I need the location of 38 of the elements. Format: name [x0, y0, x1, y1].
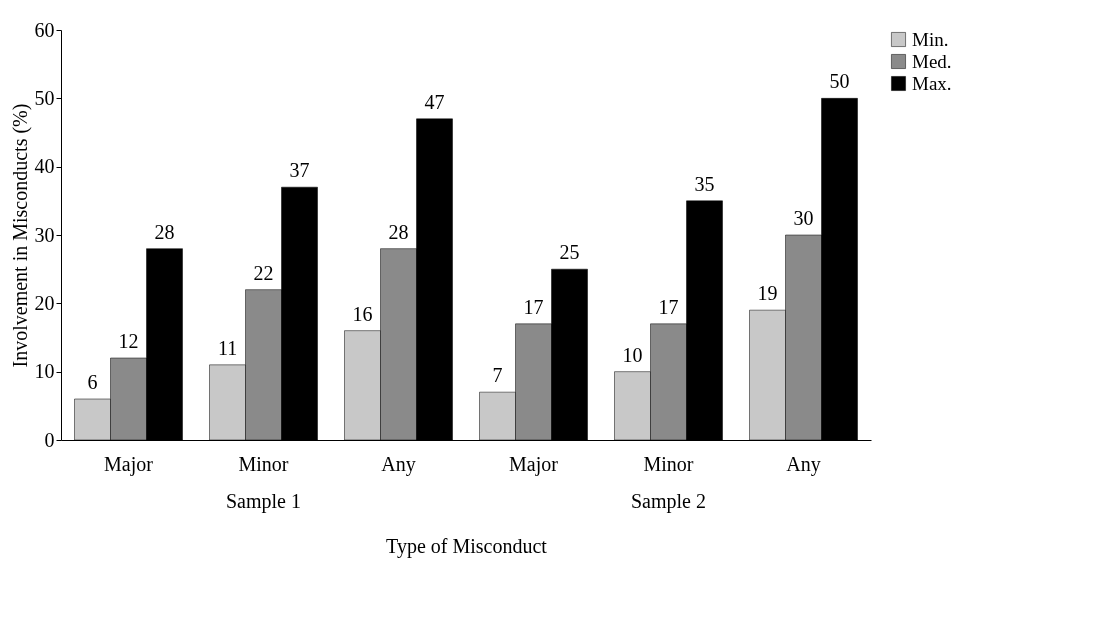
data-label: 6 — [87, 371, 98, 393]
text: Sample 1 — [226, 490, 301, 513]
x-tick-label: Major — [509, 452, 559, 476]
data-label: 28 — [154, 220, 175, 243]
data-label: 35 — [694, 172, 715, 195]
x-tick-label: Minor — [643, 452, 694, 475]
y-tick-label: 0 — [44, 428, 55, 451]
y-tick-label: 60 — [34, 18, 55, 41]
data-label: 47 — [424, 90, 445, 113]
data-label: 30 — [793, 207, 814, 229]
x-tick-label: Major — [104, 452, 154, 476]
text: Sample 2 — [631, 490, 706, 513]
y-axis-title: Involvement in Misconducts (%) — [8, 103, 32, 368]
x-tick-label: Any — [381, 452, 416, 476]
x-tick-label: Any — [786, 452, 821, 476]
data-label: 12 — [118, 330, 139, 352]
legend-label: Max. — [912, 72, 952, 94]
y-tick-label: 10 — [34, 360, 55, 383]
data-label: 22 — [253, 261, 274, 284]
data-label: 10 — [622, 343, 643, 366]
y-tick-label: 40 — [34, 155, 55, 178]
x-tick-label: Minor — [238, 452, 289, 475]
legend-label: Med. — [912, 50, 952, 72]
x-axis-title: Type of Misconduct — [386, 534, 548, 558]
data-label: 17 — [658, 295, 679, 318]
y-tick-label: 20 — [34, 291, 55, 314]
data-label: 28 — [388, 220, 409, 243]
y-tick-label: 30 — [34, 223, 55, 246]
data-label: 25 — [559, 241, 580, 264]
legend-label: Min. — [912, 28, 949, 50]
data-label: 16 — [352, 302, 373, 325]
data-label: 50 — [829, 70, 850, 93]
y-tick-label: 50 — [34, 86, 55, 109]
data-label: 19 — [757, 282, 778, 305]
data-label: 11 — [217, 336, 238, 359]
data-label: 7 — [492, 364, 503, 387]
data-label: 17 — [523, 295, 544, 318]
data-label: 37 — [289, 159, 310, 182]
